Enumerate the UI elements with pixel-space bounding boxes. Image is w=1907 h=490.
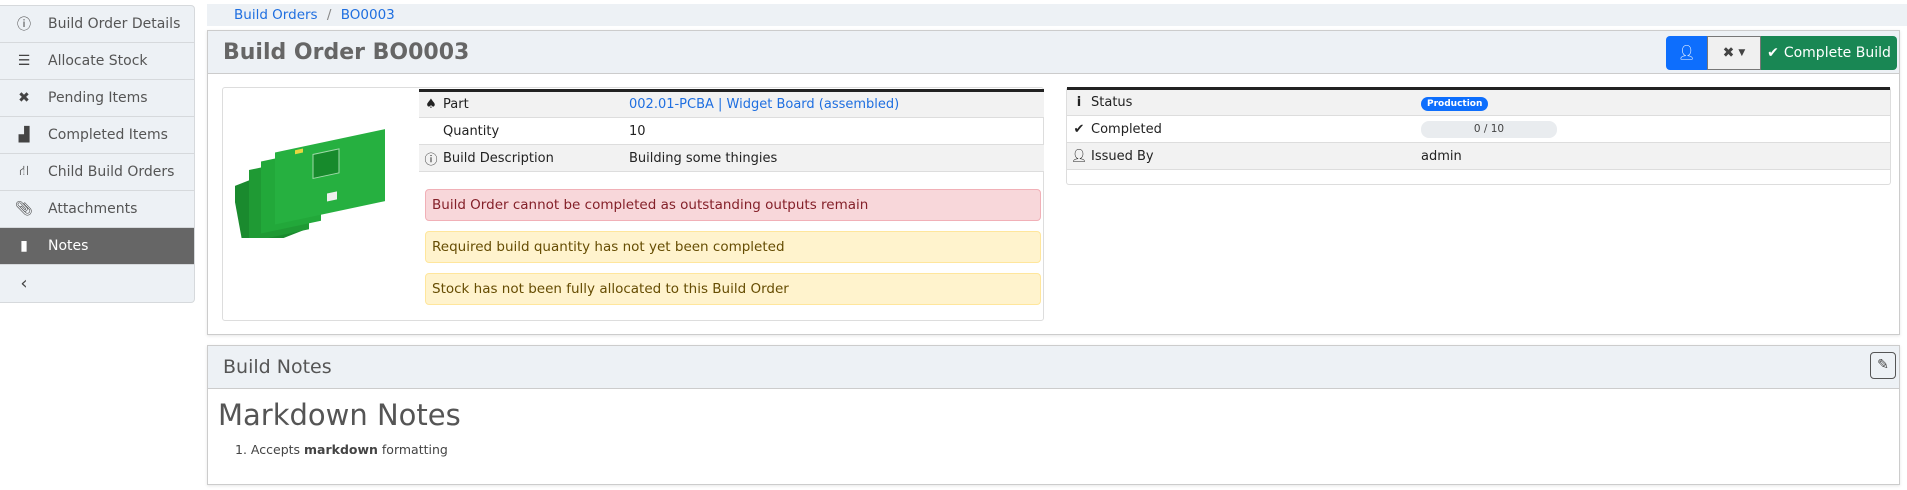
- user-shield-icon: 👤︎: [1677, 45, 1696, 61]
- info-icon: i: [1067, 88, 1091, 116]
- list-check-icon: ☰: [17, 53, 31, 69]
- build-actions-dropdown[interactable]: ✖ ▼: [1707, 36, 1761, 70]
- table-row: ♠ Part 002.01-PCBA | Widget Board (assembl…: [419, 90, 1044, 118]
- notes-list-item: 1. Accepts markdown formatting: [235, 442, 448, 457]
- action-buttons: 👤︎ ✖ ▼ ✔ Complete Build: [1666, 36, 1897, 70]
- check-circle-icon: ✔: [1767, 45, 1779, 61]
- details-card: ♠ Part 002.01-PCBA | Widget Board (assembl…: [222, 87, 1044, 321]
- edit-notes-button[interactable]: ✎: [1870, 352, 1896, 379]
- row-label: Quantity: [443, 117, 629, 145]
- build-order-panel: Build Order BO0003 👤︎ ✖ ▼ ✔ Complete Build…: [207, 30, 1900, 335]
- table-row: ⓘ Build Description Building some thingies: [419, 144, 1044, 172]
- table-row: Quantity 10: [419, 117, 1044, 145]
- part-details: ♠ Part 002.01-PCBA | Widget Board (assembl…: [419, 89, 1044, 305]
- assign-user-button[interactable]: 👤︎: [1666, 36, 1707, 70]
- sidebar: ⓘ Build Order Details ☰ Allocate Stock ✖ Pe…: [0, 5, 195, 303]
- panel-title: Build Notes: [223, 356, 332, 378]
- sidebar-collapse-button[interactable]: ‹: [0, 265, 194, 302]
- panel-header: Build Notes: [208, 346, 1899, 389]
- build-notes-panel: Build Notes ✎ Markdown Notes 1. Accepts …: [207, 345, 1900, 485]
- edit-icon: ✎: [1877, 357, 1889, 373]
- sitemap-icon: ⛙: [19, 163, 29, 179]
- row-value: Building some thingies: [629, 144, 1044, 172]
- clipboard-icon: ▮: [20, 238, 28, 254]
- part-image: [235, 129, 385, 238]
- row-value: 10: [629, 117, 1044, 145]
- row-label: Build Description: [443, 144, 629, 172]
- page-title: Build Order BO0003: [223, 39, 470, 65]
- breadcrumb-bo0003[interactable]: BO0003: [340, 7, 395, 23]
- sidebar-item-notes[interactable]: ▮ Notes: [0, 228, 194, 265]
- table-row: 👤︎ Issued By admin: [1067, 142, 1890, 170]
- details-table: ♠ Part 002.01-PCBA | Widget Board (assembl…: [419, 89, 1044, 172]
- alert-quantity-incomplete: Required build quantity has not yet been…: [425, 231, 1041, 263]
- tools-icon: ✖: [1722, 45, 1735, 61]
- row-label: Part: [443, 90, 629, 118]
- info-circle-icon: ⓘ: [17, 17, 31, 33]
- info-circle-icon: ⓘ: [419, 144, 443, 172]
- part-link[interactable]: 002.01-PCBA | Widget Board (assembled): [629, 97, 900, 112]
- breadcrumb-build-orders[interactable]: Build Orders: [234, 7, 318, 23]
- sidebar-item-pending-items[interactable]: ✖ Pending Items: [0, 80, 194, 117]
- breadcrumb-separator: /: [326, 7, 332, 23]
- caret-down-icon: ▼: [1738, 48, 1746, 58]
- alert-outstanding-outputs: Build Order cannot be completed as outst…: [425, 189, 1041, 221]
- breadcrumb: Build Orders / BO0003: [207, 4, 1907, 26]
- complete-build-button[interactable]: ✔ Complete Build: [1761, 36, 1897, 70]
- sidebar-item-build-order-details[interactable]: ⓘ Build Order Details: [0, 6, 194, 43]
- sidebar-item-completed-items[interactable]: ▟ Completed Items: [0, 117, 194, 154]
- tools-icon: ✖: [18, 90, 30, 106]
- notes-heading: Markdown Notes: [218, 398, 461, 432]
- panel-header: Build Order BO0003: [208, 31, 1899, 74]
- sidebar-item-attachments[interactable]: 📎︎ Attachments: [0, 191, 194, 228]
- row-label: Status: [1091, 88, 1421, 116]
- paperclip-icon: 📎︎: [15, 201, 33, 217]
- chevron-left-icon: ‹: [20, 273, 28, 294]
- user-icon: 👤︎: [1067, 142, 1091, 170]
- boxes-icon: ▟: [18, 127, 30, 143]
- status-badge: Production: [1421, 97, 1489, 111]
- row-value: admin: [1421, 142, 1890, 170]
- status-card: i Status Production ✔ Completed 0 / 10 👤︎ Iss…: [1066, 87, 1891, 185]
- shapes-icon: ♠: [419, 90, 443, 118]
- alert-stock-unallocated: Stock has not been fully allocated to th…: [425, 273, 1041, 305]
- sidebar-item-allocate-stock[interactable]: ☰ Allocate Stock: [0, 43, 194, 80]
- table-row: i Status Production: [1067, 88, 1890, 116]
- sidebar-item-child-build-orders[interactable]: ⛙ Child Build Orders: [0, 154, 194, 191]
- status-table: i Status Production ✔ Completed 0 / 10 👤︎ Iss…: [1067, 87, 1890, 170]
- check-circle-icon: ✔: [1067, 115, 1091, 143]
- table-row: ✔ Completed 0 / 10: [1067, 115, 1890, 143]
- row-label: Completed: [1091, 115, 1421, 143]
- completed-progress-bar: 0 / 10: [1421, 120, 1557, 138]
- row-label: Issued By: [1091, 142, 1421, 170]
